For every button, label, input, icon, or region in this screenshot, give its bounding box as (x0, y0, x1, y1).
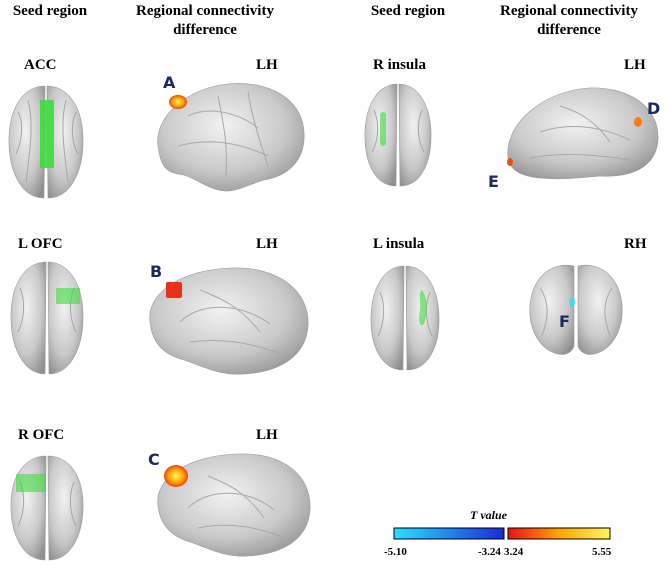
brain-posterior-f (529, 264, 623, 355)
brain-axial-acc (8, 85, 84, 199)
seed-region-header-right: Seed region (370, 3, 446, 19)
connectivity-header-left-line1: Regional connectivity (136, 3, 274, 19)
marker-c: C (148, 450, 160, 469)
colorbar-label-neg-max: -3.24 (478, 546, 501, 558)
seed-region-r-insula (380, 112, 386, 146)
connectivity-header-right-line2: difference (537, 22, 601, 38)
colorbar-title-text: T value (470, 508, 507, 522)
brain-axial-r-insula (364, 83, 432, 187)
activation-blob-e (507, 158, 513, 166)
brain-axial-l-ofc (10, 261, 84, 375)
seed-label-l-ofc: L OFC (18, 236, 63, 252)
hemisphere-label-row3-left: LH (256, 427, 278, 443)
seed-region-acc (40, 100, 54, 168)
activation-blob-c (164, 465, 188, 487)
colorbar-negative (393, 527, 505, 540)
connectivity-header-right: Regional connectivity difference (474, 2, 664, 40)
colorbar-label-pos-min: 3.24 (504, 546, 524, 558)
seed-label-l-insula: L insula (373, 236, 425, 252)
seed-label-acc: ACC (24, 57, 57, 73)
colorbar-label-neg-min: -5.10 (384, 546, 407, 558)
activation-blob-d (634, 117, 642, 127)
connectivity-header-right-line1: Regional connectivity (500, 3, 638, 19)
hemisphere-label-row1-right: LH (624, 57, 646, 73)
seed-region-l-insula (419, 290, 427, 326)
connectivity-header-left: Regional connectivity difference (110, 2, 300, 40)
connectivity-header-left-line2: difference (173, 22, 237, 38)
hemisphere-label-row2-right: RH (624, 236, 647, 252)
colorbar-label-pos-max: 5.55 (592, 546, 612, 558)
colorbar (393, 527, 611, 540)
marker-a: A (163, 73, 176, 92)
activation-blob-a (169, 95, 187, 109)
hemisphere-label-row1-left: LH (256, 57, 278, 73)
brain-axial-l-insula (370, 265, 440, 371)
brain-medial-de (507, 87, 659, 180)
seed-region-header-left: Seed region (12, 3, 88, 19)
brain-medial-c (157, 453, 311, 557)
marker-e: E (488, 172, 499, 191)
marker-f: F (559, 312, 570, 331)
seed-label-r-ofc: R OFC (18, 427, 65, 443)
brain-lateral-a (157, 83, 305, 192)
colorbar-title: T value (470, 508, 507, 523)
brain-axial-r-ofc (10, 455, 84, 561)
hemisphere-label-row2-left: LH (256, 236, 278, 252)
activation-blob-b (166, 282, 182, 298)
colorbar-positive (507, 527, 611, 540)
activation-blob-f (569, 297, 575, 307)
brain-medial-b (149, 267, 309, 375)
seed-region-l-ofc (56, 288, 80, 304)
marker-b: B (150, 262, 163, 281)
marker-d: D (647, 99, 661, 118)
seed-region-r-ofc (16, 474, 46, 492)
seed-label-r-insula: R insula (373, 57, 426, 73)
